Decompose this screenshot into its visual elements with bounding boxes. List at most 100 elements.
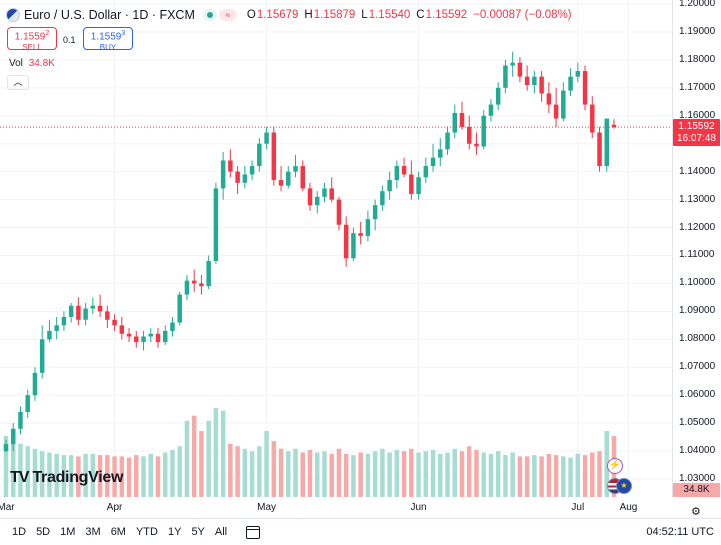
volume-bar [329,453,334,497]
price-tick-label: 1.17000 [679,81,716,93]
sell-button[interactable]: 1.15592 SELL [7,27,57,52]
price-chart[interactable] [0,0,672,497]
ohlc-high-label: H [304,9,313,21]
time-tick-label: Jun [410,502,427,513]
range-all[interactable]: All [214,526,228,538]
candle-body [39,339,45,373]
range-3m[interactable]: 3M [85,526,101,538]
candle-body [61,316,67,326]
price-tick-label: 1.12000 [679,221,716,233]
candle-body [474,143,479,147]
volume-bar [112,456,117,497]
volume-bar [119,456,125,497]
volume-bar [561,456,566,497]
lightning-event-icon[interactable]: ⚡ [607,458,623,474]
range-1y[interactable]: 1Y [167,526,182,538]
candle-body [466,126,472,144]
volume-bar [481,452,486,497]
candle-body [119,325,125,334]
volume-bar [510,452,515,497]
volume-bar [264,430,269,497]
chevron-up-icon[interactable]: ︿ [7,75,29,90]
volume-bar [10,439,16,497]
volume-bar [495,451,501,497]
eu-flag-event-icon[interactable]: ★ [616,478,632,494]
volume-bar [430,450,436,497]
data-wave-icon[interactable]: ≈ [218,9,237,21]
candle-body [286,171,291,186]
gear-icon[interactable]: ⚙ [691,506,701,518]
candle-body [553,104,559,119]
candle-body [387,180,392,192]
volume-bar [524,456,530,497]
candle-body [213,188,219,262]
range-ytd[interactable]: YTD [135,526,158,538]
volume-bar [286,451,291,497]
volume-bar [459,451,465,497]
candle-body [438,149,443,158]
volume-bar [271,441,277,497]
chart-area[interactable] [0,0,672,497]
ohlc-close-value: 1.15592 [425,9,468,21]
candle-body [503,65,508,88]
current-price-value: 1.15592 [678,121,715,133]
range-1d[interactable]: 1D [12,526,27,538]
volume-bar [394,450,400,497]
candle-body [191,280,197,284]
tradingview-wordmark: TradingView [32,469,124,486]
candle-body [271,132,277,181]
sell-price: 1.1559 [14,31,46,43]
candle-body [416,177,421,195]
price-axis[interactable]: 1.200001.190001.180001.170001.160001.150… [672,0,721,497]
volume-bar [141,456,146,497]
price-tick-label: 1.04000 [679,445,716,457]
price-tick-label: 1.18000 [679,53,716,65]
volume-label: Vol [9,58,23,69]
volume-legend: Vol 34.8K [9,58,55,69]
candle-body [10,428,16,445]
time-tick-label: Mar [0,502,15,513]
volume-bar [32,448,38,497]
range-5d[interactable]: 5D [36,526,51,538]
candle-body [597,132,602,167]
candle-body [365,219,371,236]
volume-bar [68,455,74,497]
range-6m[interactable]: 6M [110,526,126,538]
volume-bar [597,451,602,497]
volume-bar [213,408,219,497]
volume-bar [105,455,110,497]
trade-panel: 1.15592 SELL 0.1 1.15593 BUY [7,27,133,52]
volume-bar [170,450,175,497]
candle-body [423,166,429,178]
candle-body [372,205,378,220]
candle-body [314,196,320,206]
market-open-icon[interactable] [202,9,217,21]
sell-price-wrap: 1.15592 [8,30,56,42]
candle-body [575,71,581,77]
candle-body [264,132,269,144]
candle-body [430,157,436,167]
volume-bar [365,453,371,497]
candle-body [351,233,356,259]
ohlc-low-value: 1.15540 [368,9,411,21]
price-tick-label: 1.14000 [679,165,716,177]
candle-body [568,76,573,91]
volume-bar [351,455,356,497]
symbol-title[interactable]: Euro / U.S. Dollar · 1D · FXCM [24,8,195,22]
volume-bar [532,455,537,497]
buy-price-sup: 3 [121,30,126,37]
time-tick-label: May [257,502,277,513]
buy-button[interactable]: 1.15593 BUY [83,27,133,52]
utc-clock[interactable]: 04:52:11 UTC [646,526,714,538]
candle-body [162,330,168,343]
calendar-icon[interactable] [246,525,261,539]
volume-bar [278,448,284,497]
volume-bar [307,450,313,497]
range-1m[interactable]: 1M [60,526,76,538]
candle-body [394,166,400,181]
candle-body [184,280,190,295]
range-5y[interactable]: 5Y [191,526,205,538]
candle-body [293,166,298,172]
tradingview-logo[interactable]: TV TradingView [10,469,123,487]
eur-usd-flag-icon [6,8,20,22]
